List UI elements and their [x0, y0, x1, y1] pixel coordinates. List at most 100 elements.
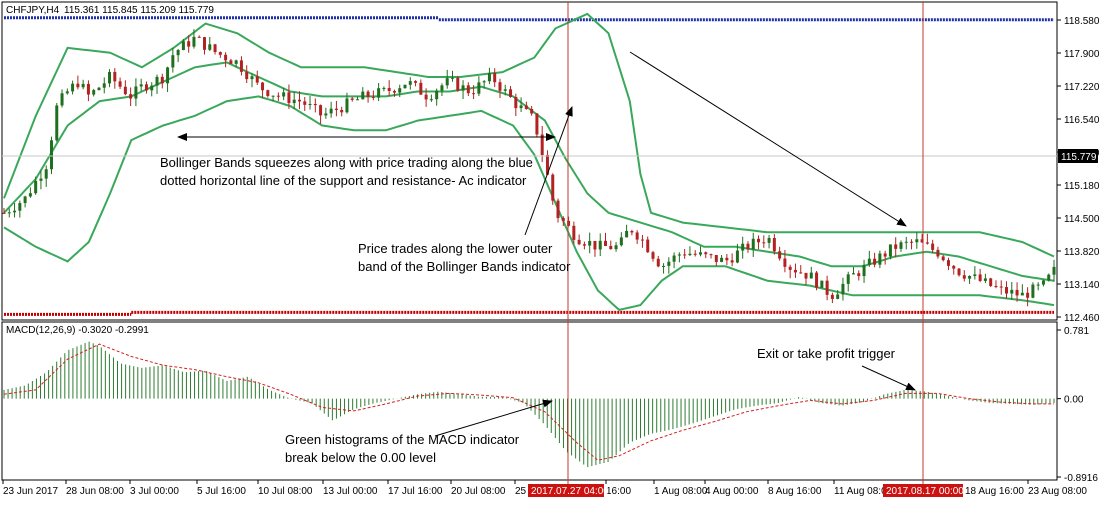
candle-bullish: [1041, 279, 1045, 287]
candle-bullish: [983, 273, 987, 284]
candle-bearish: [857, 270, 861, 281]
candle-body: [936, 249, 940, 257]
candle-body: [588, 240, 592, 246]
time-tick-label: 23 Aug 08:00: [1028, 486, 1087, 497]
candle-bearish: [804, 272, 808, 286]
time-tick-label: 10 Jul 08:00: [258, 486, 313, 497]
candle-body: [419, 82, 423, 95]
candle-body: [704, 252, 708, 255]
time-tick-label: 16:00: [606, 486, 631, 497]
candle-bearish: [609, 240, 613, 250]
candle-bearish: [978, 268, 982, 283]
candle-bullish: [867, 250, 871, 267]
candle-body: [92, 90, 96, 95]
candle-body: [477, 82, 481, 94]
candle-body: [144, 84, 148, 91]
candle-body: [830, 294, 834, 299]
candle-body: [192, 36, 196, 47]
candle-body: [651, 252, 655, 259]
candle-bullish: [477, 76, 481, 97]
candle-bullish: [361, 87, 365, 100]
candle-body: [1026, 292, 1030, 298]
candle-body: [39, 178, 43, 181]
candle-body: [862, 264, 866, 277]
candle-bullish: [176, 48, 180, 63]
candle-bearish: [572, 221, 576, 244]
candle-body: [662, 265, 666, 267]
time-label-18aug: 18 Aug 16:00: [965, 486, 1024, 497]
candle-body: [482, 81, 486, 83]
candle-body: [414, 81, 418, 83]
candle-bearish: [946, 257, 950, 271]
candle-body: [197, 36, 201, 38]
trend-arrow: [629, 51, 907, 227]
candle-body: [55, 105, 59, 141]
candle-bullish: [166, 66, 170, 92]
candle-body: [392, 90, 396, 93]
candle-body: [783, 258, 787, 267]
symbol-label: CHFJPY,H4: [6, 5, 60, 16]
candle-bullish: [55, 103, 59, 142]
candle-body: [450, 77, 454, 79]
candle-bearish: [772, 234, 776, 255]
candle-body: [356, 99, 360, 101]
candle-body: [34, 180, 38, 194]
time-marker-entry: 2017.07.27 04:00: [531, 486, 609, 497]
candle-bullish: [181, 38, 185, 51]
candle-bearish: [276, 92, 280, 102]
current-price-badge: [1058, 149, 1098, 163]
candle-bullish: [7, 208, 11, 218]
candle-bearish: [640, 234, 644, 248]
candle-body: [904, 241, 908, 243]
candle-body: [535, 113, 539, 135]
candle-bullish: [1047, 273, 1051, 282]
candle-body: [994, 285, 998, 287]
candle-bullish: [625, 224, 629, 238]
candle-bullish: [71, 80, 75, 95]
candle-bearish: [456, 75, 460, 92]
candlestick-series: [2, 29, 1056, 307]
macd-tick-label: 0.00: [1064, 395, 1084, 406]
candle-body: [472, 93, 476, 95]
candle-bullish: [150, 82, 154, 97]
candle-body: [445, 78, 449, 86]
candle-body: [799, 272, 803, 274]
candle-bullish: [450, 70, 454, 82]
candle-body: [276, 95, 280, 97]
candle-bearish: [144, 81, 148, 94]
candle-body: [113, 71, 117, 82]
candle-body: [767, 237, 771, 243]
candle-body: [857, 273, 861, 277]
candle-body: [118, 81, 122, 87]
time-tick-label: 20 Jul 08:00: [451, 486, 506, 497]
candle-bullish: [614, 241, 618, 252]
candle-bullish: [49, 136, 53, 175]
candle-body: [957, 268, 961, 276]
candle-bearish: [936, 246, 940, 259]
candle-bearish: [203, 36, 207, 55]
candle-bearish: [931, 239, 935, 254]
support-line: [4, 310, 1054, 316]
candle-bullish: [429, 94, 433, 102]
candle-bearish: [783, 249, 787, 273]
candle-body: [788, 266, 792, 270]
price-tick-label: 118.580: [1064, 16, 1100, 27]
candle-body: [155, 76, 159, 86]
candle-body: [677, 254, 681, 256]
candle-bullish: [292, 91, 296, 110]
price-tick-label: 113.140: [1064, 280, 1100, 291]
candle-bearish: [86, 80, 90, 102]
candle-body: [551, 174, 555, 201]
candle-body: [255, 76, 259, 83]
candle-bearish: [825, 275, 829, 301]
candle-bullish: [65, 88, 69, 95]
time-marker-exit-bg: [883, 484, 963, 497]
candle-body: [1041, 280, 1045, 285]
candle-body: [86, 83, 90, 95]
candle-bullish: [171, 47, 175, 73]
candle-body: [1036, 284, 1040, 286]
candle-body: [888, 244, 892, 257]
resistance-line: [4, 16, 1054, 22]
price-tick-label: 117.900: [1064, 49, 1100, 60]
